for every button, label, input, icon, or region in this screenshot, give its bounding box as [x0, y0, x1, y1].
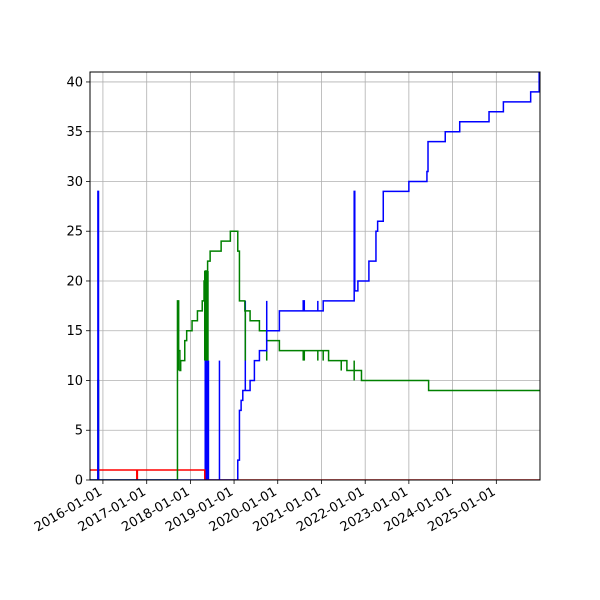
y-tick-label: 0 — [75, 474, 83, 489]
y-tick-label: 15 — [66, 324, 83, 339]
y-axis-ticks: 0 5 10 15 20 25 30 35 40 — [66, 75, 90, 489]
y-tick-label: 30 — [66, 175, 83, 190]
y-tick-label: 35 — [66, 125, 83, 140]
series-line — [90, 72, 540, 480]
grid — [90, 72, 540, 481]
y-tick-label: 5 — [75, 424, 83, 439]
y-tick-label: 25 — [66, 225, 83, 240]
plot-area-frame — [89, 71, 541, 481]
x-axis-ticks: 2016-01-012017-01-012018-01-012019-01-01… — [32, 480, 498, 535]
series-line — [90, 230, 540, 480]
series-line — [90, 469, 540, 480]
series-lines — [90, 72, 540, 480]
y-tick-label: 20 — [66, 274, 83, 289]
y-tick-label: 40 — [66, 75, 83, 90]
axes — [89, 71, 541, 481]
y-tick-label: 10 — [66, 374, 83, 389]
